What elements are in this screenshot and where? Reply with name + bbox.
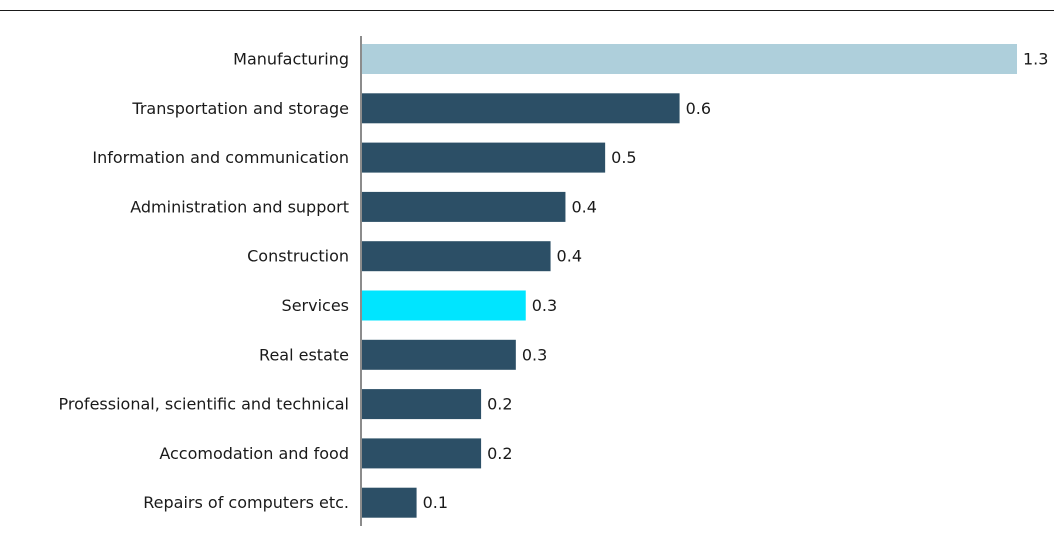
bar-0 — [362, 44, 1017, 74]
category-label-6: Real estate — [259, 345, 349, 364]
category-label-5: Services — [282, 296, 349, 315]
bar-6 — [362, 339, 516, 370]
category-label-8: Accomodation and food — [159, 444, 349, 463]
bar-3 — [362, 191, 566, 222]
value-label-4: 0.4 — [557, 247, 582, 266]
value-label-9: 0.1 — [423, 493, 448, 512]
bar-8 — [362, 438, 482, 469]
bar-2 — [362, 142, 606, 173]
bar-7 — [362, 389, 482, 420]
category-label-7: Professional, scientific and technical — [59, 395, 349, 414]
value-label-7: 0.2 — [487, 395, 512, 414]
category-label-0: Manufacturing — [233, 50, 349, 69]
value-labels: 1.3 0.6 0.5 0.4 0.4 0.3 0.3 0.2 0.2 0.1 — [423, 50, 1049, 513]
value-label-8: 0.2 — [487, 444, 512, 463]
value-label-5: 0.3 — [532, 296, 557, 315]
category-label-1: Transportation and storage — [131, 99, 349, 118]
bar-4 — [362, 241, 551, 272]
category-labels: Manufacturing Transportation and storage I… — [59, 50, 349, 513]
bar-5 — [362, 290, 526, 321]
value-label-3: 0.4 — [571, 197, 596, 216]
bar-1 — [362, 93, 680, 124]
category-label-2: Information and communication — [92, 148, 349, 167]
value-label-1: 0.6 — [686, 99, 711, 118]
top-rule — [0, 10, 1054, 11]
bar-9 — [362, 487, 417, 518]
value-label-6: 0.3 — [522, 345, 547, 364]
value-label-2: 0.5 — [611, 148, 636, 167]
category-label-9: Repairs of computers etc. — [143, 493, 349, 512]
category-label-3: Administration and support — [130, 197, 349, 216]
bars-layer — [362, 44, 1017, 518]
value-label-0: 1.3 — [1023, 50, 1048, 69]
category-label-4: Construction — [247, 247, 349, 266]
